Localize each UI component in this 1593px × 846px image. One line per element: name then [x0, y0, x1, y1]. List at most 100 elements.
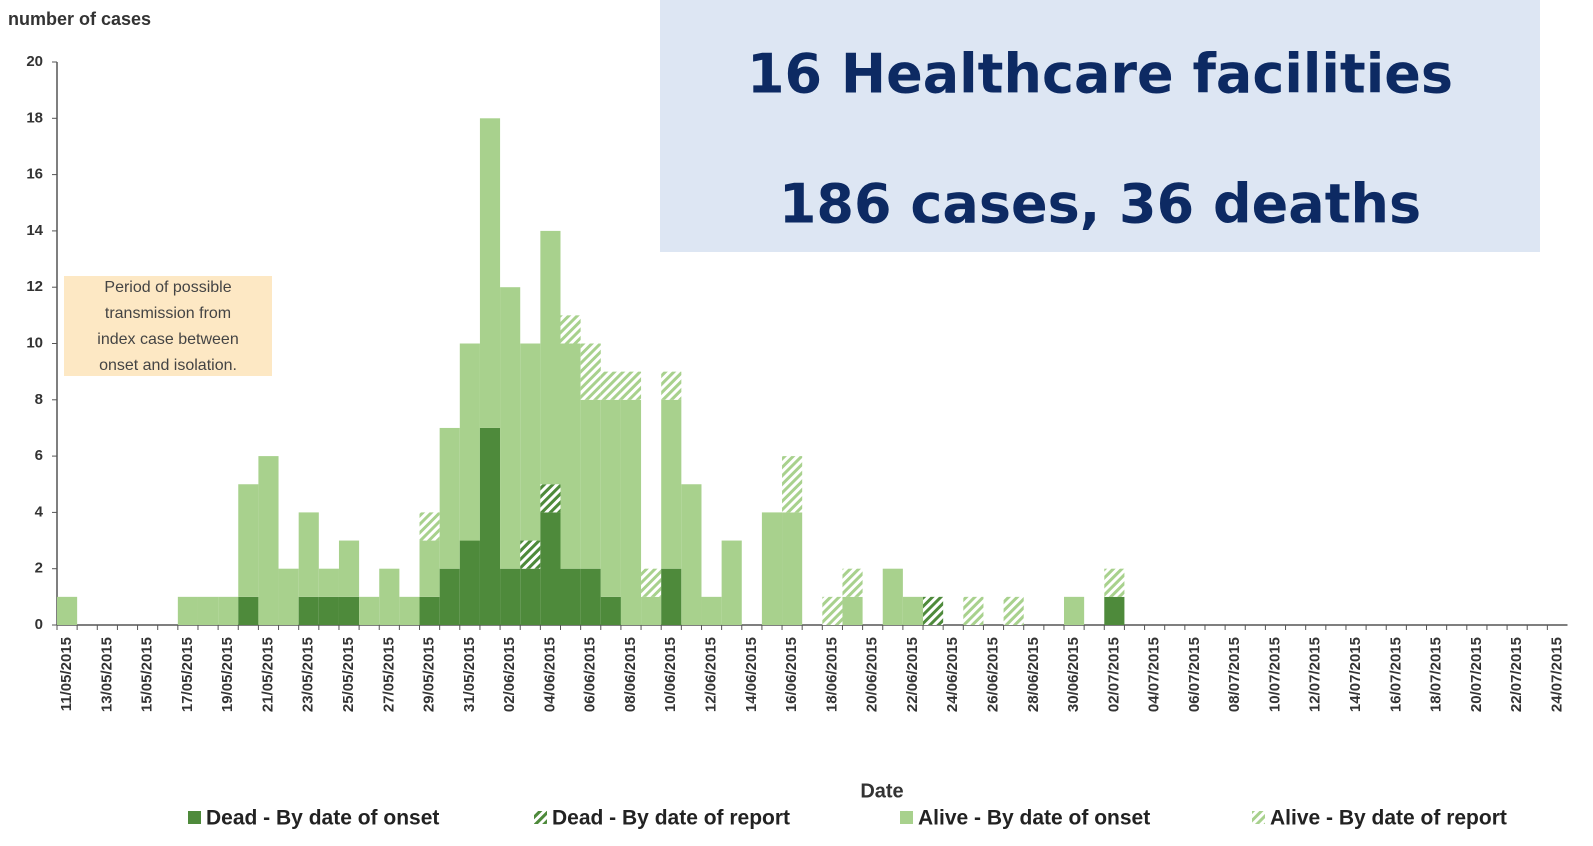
- x-tick-label: 06/07/2015: [1186, 637, 1203, 712]
- bar-segment: [963, 596, 984, 625]
- bar-segment: [459, 540, 480, 625]
- bar-segment: [540, 512, 561, 625]
- bar-segment: [359, 596, 380, 625]
- bar-segment: [782, 456, 803, 513]
- bar-segment: [439, 568, 460, 625]
- annotation-text: Period of possible: [104, 279, 231, 296]
- x-tick-label: 19/05/2015: [219, 637, 236, 712]
- bar-segment: [298, 596, 319, 625]
- x-tick-label: 08/07/2015: [1226, 637, 1243, 712]
- bar-segment: [661, 399, 682, 569]
- bar-segment: [600, 399, 621, 597]
- legend-label: Alive - By date of onset: [918, 807, 1150, 830]
- x-tick-label: 14/07/2015: [1347, 637, 1364, 712]
- legend-label: Alive - By date of report: [1270, 807, 1507, 830]
- bar-segment: [399, 596, 420, 625]
- bar-segment: [298, 512, 319, 597]
- x-tick-label: 04/07/2015: [1146, 637, 1163, 712]
- bar-segment: [500, 568, 521, 625]
- bar-segment: [419, 512, 440, 541]
- x-tick-label: 25/05/2015: [340, 637, 357, 712]
- x-tick-label: 10/07/2015: [1266, 637, 1283, 712]
- bar-segment: [218, 596, 239, 625]
- y-tick-label: 8: [35, 391, 43, 408]
- bar-segment: [923, 596, 944, 625]
- header-line: 16 Healthcare facilities: [747, 43, 1453, 106]
- legend-swatch: [1252, 811, 1265, 824]
- x-tick-label: 10/06/2015: [662, 637, 679, 712]
- annotation-text: index case between: [97, 331, 238, 348]
- x-tick-label: 31/05/2015: [461, 637, 478, 712]
- x-axis-title: Date: [860, 780, 903, 802]
- bar-segment: [459, 343, 480, 541]
- header-box: [660, 0, 1540, 252]
- legend-swatch: [534, 811, 547, 824]
- x-tick-label: 04/06/2015: [541, 637, 558, 712]
- bar-segment: [419, 596, 440, 625]
- x-tick-label: 16/06/2015: [783, 637, 800, 712]
- bar-segment: [580, 399, 601, 569]
- annotation-text: transmission from: [105, 305, 231, 322]
- x-tick-label: 14/06/2015: [743, 637, 760, 712]
- y-tick-label: 14: [26, 222, 43, 239]
- bar-segment: [439, 427, 460, 569]
- bar-segment: [238, 484, 259, 597]
- bar-segment: [580, 568, 601, 625]
- x-tick-label: 26/06/2015: [984, 637, 1001, 712]
- bar-segment: [1064, 596, 1085, 625]
- y-tick-label: 20: [26, 53, 43, 70]
- bar-segment: [600, 371, 621, 400]
- bar-segment: [338, 596, 360, 625]
- bar-segment: [761, 512, 783, 625]
- x-tick-label: 12/06/2015: [703, 637, 720, 712]
- legend-label: Dead - By date of onset: [206, 807, 439, 830]
- y-tick-label: 16: [26, 166, 43, 183]
- x-tick-label: 13/05/2015: [98, 637, 115, 712]
- legend-swatch: [188, 811, 201, 824]
- x-tick-label: 02/06/2015: [501, 637, 518, 712]
- x-tick-label: 24/07/2015: [1548, 637, 1565, 712]
- x-tick-label: 18/07/2015: [1428, 637, 1445, 712]
- bar-segment: [661, 568, 682, 625]
- x-tick-label: 28/06/2015: [1025, 637, 1042, 712]
- bar-segment: [258, 456, 279, 625]
- bar-segment: [540, 484, 561, 513]
- x-tick-label: 20/07/2015: [1468, 637, 1485, 712]
- bar-segment: [600, 596, 621, 625]
- y-tick-label: 12: [26, 278, 43, 295]
- bar-segment: [57, 596, 78, 625]
- bar-segment: [238, 596, 259, 625]
- y-axis-title: number of cases: [8, 9, 151, 29]
- x-tick-label: 06/06/2015: [582, 637, 599, 712]
- x-tick-label: 22/06/2015: [904, 637, 921, 712]
- bar-segment: [540, 230, 561, 485]
- x-tick-label: 23/05/2015: [300, 637, 317, 712]
- y-tick-label: 18: [26, 109, 43, 126]
- bar-segment: [620, 371, 642, 400]
- x-tick-label: 16/07/2015: [1387, 637, 1404, 712]
- x-tick-label: 21/05/2015: [259, 637, 276, 712]
- bar-segment: [641, 596, 662, 625]
- x-tick-label: 18/06/2015: [823, 637, 840, 712]
- y-tick-label: 6: [35, 447, 43, 464]
- bar-segment: [1003, 596, 1024, 625]
- x-tick-label: 24/06/2015: [944, 637, 961, 712]
- bar-segment: [560, 568, 581, 625]
- header-line: 186 cases, 36 deaths: [779, 173, 1421, 236]
- bar-segment: [520, 568, 541, 625]
- bar-segment: [842, 596, 863, 625]
- y-tick-label: 0: [35, 616, 43, 633]
- bar-segment: [318, 596, 339, 625]
- bar-segment: [197, 596, 219, 625]
- bar-segment: [661, 371, 682, 400]
- bar-segment: [500, 287, 521, 569]
- bar-segment: [822, 596, 843, 625]
- bar-segment: [1104, 568, 1125, 597]
- x-tick-label: 02/07/2015: [1105, 637, 1122, 712]
- bar-segment: [681, 484, 702, 625]
- bar-segment: [479, 427, 501, 625]
- bar-segment: [278, 568, 299, 625]
- x-tick-label: 20/06/2015: [864, 637, 881, 712]
- x-tick-label: 22/07/2015: [1508, 637, 1525, 712]
